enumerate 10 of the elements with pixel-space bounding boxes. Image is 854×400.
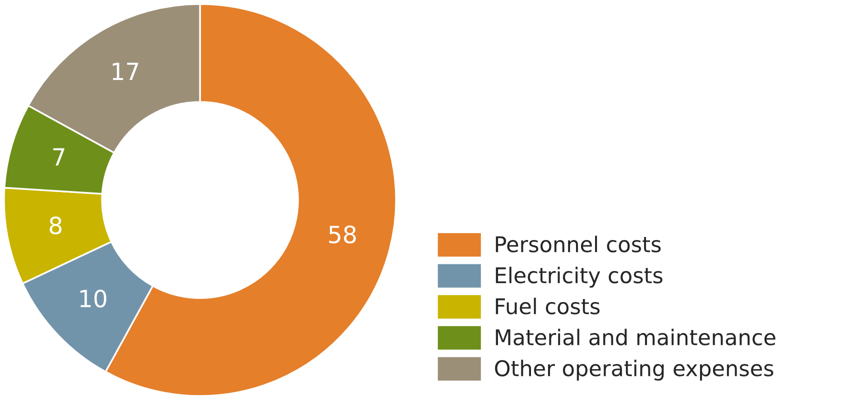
data-label: 17 [112, 62, 138, 80]
data-label: 8 [50, 216, 62, 234]
legend-label: Electricity costs [496, 266, 662, 288]
data-label: 7 [53, 148, 64, 166]
legend-label: Fuel costs [496, 298, 600, 314]
data-label: 10 [80, 290, 106, 308]
legend-label: Personnel costs [496, 236, 661, 252]
legend-label: Other operating expenses [495, 360, 774, 381]
legend-label: Material and maintenance [496, 328, 776, 346]
data-label: 58 [329, 226, 356, 244]
